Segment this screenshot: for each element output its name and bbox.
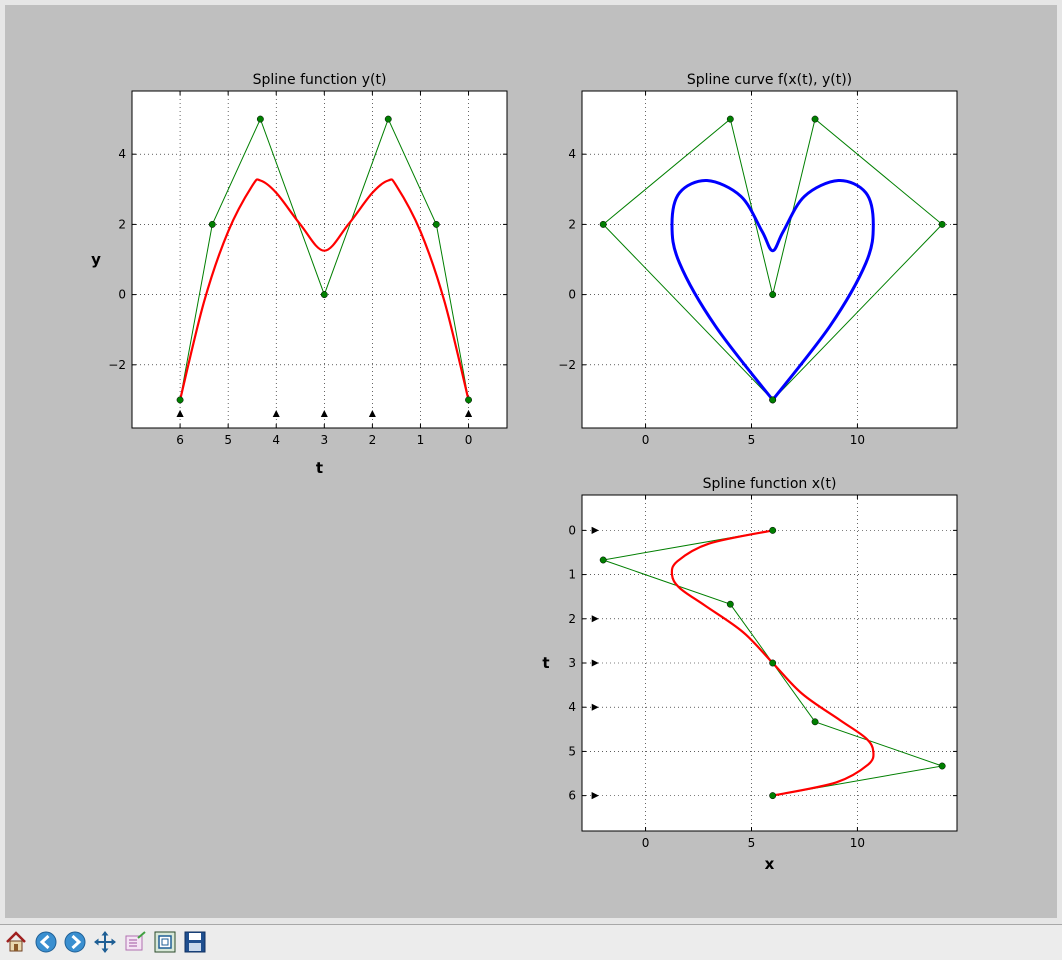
control-point — [599, 220, 607, 228]
axes-frame — [581, 90, 958, 429]
axes-xt: 0 5 10 0 1 2 3 4 5 6 Spline function x(t) x t — [542, 476, 958, 873]
pan-arrows-icon — [94, 931, 116, 953]
chart-title: Spline curve f(x(t), y(t)) — [687, 72, 852, 88]
knot-marker — [591, 792, 599, 800]
x-tick-label: 6 — [176, 433, 184, 447]
knot-marker — [591, 703, 599, 711]
knot-marker — [368, 409, 376, 417]
y-tick-label: 5 — [568, 744, 576, 758]
forward-arrow-icon — [64, 931, 86, 953]
pan-button[interactable] — [91, 928, 119, 956]
plot-area — [582, 91, 957, 428]
x-tick-label: 5 — [748, 433, 756, 447]
control-point — [176, 396, 184, 404]
x-tick-label: 0 — [465, 433, 473, 447]
figure-canvas: 6 5 4 3 2 1 0 4 2 0 −2 Spline function y(t) t y 0 5 10 4 2… — [5, 5, 1057, 918]
x-tick-label: 3 — [320, 433, 328, 447]
back-button[interactable] — [32, 928, 60, 956]
control-point — [320, 291, 328, 299]
control-point — [769, 526, 777, 534]
axes-curve: 0 5 10 4 2 0 −2 Spline curve f(x(t), y(t)) — [558, 72, 958, 447]
y-tick-label: 4 — [568, 700, 576, 714]
x-tick-label: 1 — [417, 433, 425, 447]
control-point — [384, 115, 392, 123]
x-axis-label: t — [316, 459, 323, 477]
x-tick-label: 5 — [748, 836, 756, 850]
axes-frame — [131, 90, 508, 429]
save-button[interactable] — [181, 928, 209, 956]
y-tick-label: 0 — [118, 288, 126, 302]
y-axis-label: t — [542, 654, 549, 672]
plot-area — [132, 91, 507, 428]
edit-axes-button[interactable] — [151, 928, 179, 956]
control-point — [465, 396, 472, 404]
figure-window: 6 5 4 3 2 1 0 4 2 0 −2 Spline function y(t) t y 0 5 10 4 2… — [5, 5, 1057, 918]
knot-marker — [591, 659, 599, 667]
y-tick-label: 6 — [568, 789, 576, 803]
control-point — [208, 220, 216, 228]
x-axis-label: x — [765, 855, 775, 873]
y-tick-label: 2 — [568, 217, 576, 231]
y-tick-label: 1 — [568, 568, 576, 582]
y-tick-label: 4 — [118, 147, 126, 161]
home-icon — [6, 931, 26, 952]
spline-function-line — [179, 178, 470, 401]
control-point — [769, 659, 777, 667]
home-button[interactable] — [2, 928, 30, 956]
y-tick-label: 3 — [568, 656, 576, 670]
back-arrow-icon — [35, 931, 57, 953]
axes-frame — [581, 494, 958, 832]
x-tick-label: 4 — [272, 433, 280, 447]
control-point — [256, 115, 264, 123]
x-tick-label: 0 — [642, 433, 650, 447]
knot-marker — [320, 409, 328, 417]
control-point — [726, 115, 734, 123]
x-tick-label: 10 — [850, 433, 865, 447]
control-point — [938, 220, 946, 228]
save-floppy-icon — [184, 931, 206, 953]
y-axis-label: y — [91, 251, 101, 269]
y-tick-label: 4 — [568, 147, 576, 161]
control-point — [811, 115, 819, 123]
x-tick-label: 5 — [224, 433, 232, 447]
control-point — [769, 291, 777, 299]
control-point — [938, 762, 946, 770]
edit-axes-icon — [154, 931, 176, 953]
subplots-config-icon — [125, 931, 146, 951]
y-tick-label: −2 — [558, 358, 576, 372]
x-tick-label: 2 — [369, 433, 377, 447]
control-point — [432, 220, 440, 228]
knot-marker — [465, 409, 473, 417]
chart-title: Spline function x(t) — [703, 476, 837, 492]
x-tick-label: 0 — [642, 836, 650, 850]
control-point — [769, 396, 777, 404]
knot-marker — [591, 615, 599, 623]
x-tick-label: 10 — [850, 836, 865, 850]
subplots-button[interactable] — [121, 928, 149, 956]
y-tick-label: −2 — [108, 358, 126, 372]
control-point — [726, 600, 734, 608]
knot-marker — [272, 409, 280, 417]
knot-marker — [591, 526, 599, 534]
y-tick-label: 2 — [568, 612, 576, 626]
control-point — [811, 718, 819, 726]
axes-yt: 6 5 4 3 2 1 0 4 2 0 −2 Spline function y(t) t y — [91, 72, 508, 477]
toolbar — [0, 924, 1062, 960]
knot-marker — [176, 409, 184, 417]
y-tick-label: 2 — [118, 217, 126, 231]
spline-curve-line — [670, 178, 875, 401]
chart-title: Spline function y(t) — [253, 72, 387, 88]
forward-button[interactable] — [61, 928, 89, 956]
y-tick-label: 0 — [568, 288, 576, 302]
control-point — [599, 556, 607, 564]
control-point — [769, 792, 777, 800]
y-tick-label: 0 — [568, 523, 576, 537]
